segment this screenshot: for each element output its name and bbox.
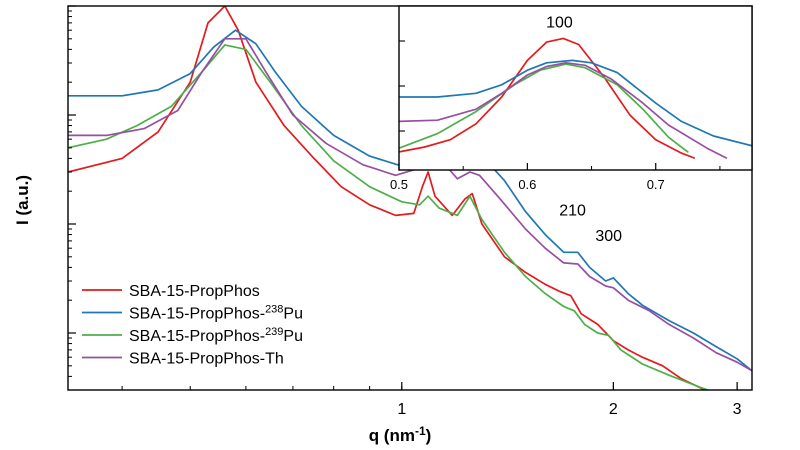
inset-axes: 0.5 0.6 0.7 100: [390, 14, 721, 192]
inset-background: [399, 6, 752, 170]
x-tick-label: 3: [733, 401, 742, 418]
inset-frame: [398, 5, 753, 171]
inset-peak-label-100: 100: [546, 14, 573, 31]
series-line-sba-15-propphos: [68, 6, 706, 390]
inset-x-tick-label: 0.6: [518, 177, 536, 192]
y-axis-label: I (a.u.): [13, 175, 32, 225]
legend-label-sba-15-propphos-th: SBA-15-PropPhos-Th: [129, 351, 284, 368]
inset-x-tick-label: 0.5: [390, 177, 408, 192]
series-line-sba-15-propphos-239pu: [68, 44, 711, 390]
x-tick-label: 1: [397, 401, 406, 418]
inset-series-line-sba-15-propphos-239pu: [399, 63, 689, 153]
main-axes: 1 2 3: [68, 5, 742, 418]
inset-series-line-sba-15-propphos-th: [399, 61, 728, 159]
inset-series-line-sba-15-propphos: [399, 37, 696, 159]
inset-curves: [399, 37, 752, 159]
peak-label-300: 300: [595, 228, 622, 245]
x-axis-label: q (nm-1): [369, 424, 432, 445]
legend: SBA-15-PropPhos SBA-15-PropPhos-238Pu SBA-…: [82, 283, 303, 368]
inset-x-tick-label: 0.7: [647, 177, 665, 192]
x-tick-label: 2: [609, 401, 618, 418]
peak-label-210: 210: [559, 202, 586, 219]
inset-series-line-sba-15-propphos-238pu: [399, 59, 752, 147]
legend-label-sba-15-propphos: SBA-15-PropPhos: [129, 283, 260, 300]
legend-label-sba-15-propphos-239pu: SBA-15-PropPhos-239Pu: [129, 326, 303, 345]
series-line-sba-15-propphos-th: [68, 37, 752, 372]
legend-label-sba-15-propphos-238pu: SBA-15-PropPhos-238Pu: [129, 304, 303, 323]
